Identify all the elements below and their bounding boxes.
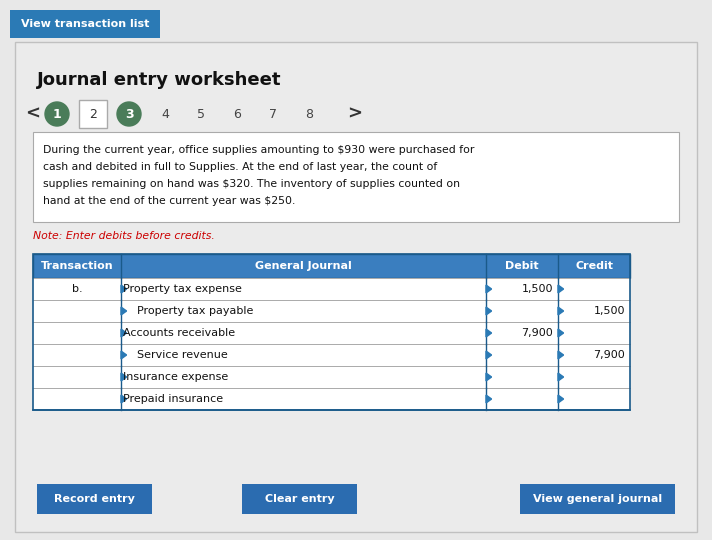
Bar <box>37 484 152 514</box>
Text: Journal entry worksheet: Journal entry worksheet <box>37 71 281 89</box>
Bar <box>520 484 675 514</box>
Text: Clear entry: Clear entry <box>265 494 335 504</box>
Polygon shape <box>121 285 127 293</box>
Bar <box>33 254 630 278</box>
Text: 1,500: 1,500 <box>594 306 625 316</box>
Polygon shape <box>121 307 127 315</box>
Text: >: > <box>347 105 362 123</box>
Text: Note: Enter debits before credits.: Note: Enter debits before credits. <box>33 231 215 241</box>
Polygon shape <box>121 395 127 403</box>
Text: cash and debited in full to Supplies. At the end of last year, the count of: cash and debited in full to Supplies. At… <box>43 162 437 172</box>
Text: Transaction: Transaction <box>41 261 113 271</box>
Text: Accounts receivable: Accounts receivable <box>123 328 235 338</box>
Polygon shape <box>558 395 564 403</box>
Text: Record entry: Record entry <box>54 494 135 504</box>
Text: b.: b. <box>72 284 83 294</box>
Text: 7,900: 7,900 <box>593 350 625 360</box>
Polygon shape <box>558 351 564 359</box>
Bar <box>79 100 107 128</box>
Polygon shape <box>486 351 491 359</box>
Text: Credit: Credit <box>575 261 613 271</box>
Text: Service revenue: Service revenue <box>137 350 228 360</box>
Text: 8: 8 <box>305 107 313 120</box>
Polygon shape <box>121 373 127 381</box>
Text: 5: 5 <box>197 107 205 120</box>
Polygon shape <box>486 395 491 403</box>
Text: Prepaid insurance: Prepaid insurance <box>123 394 223 404</box>
Bar <box>33 300 630 322</box>
Text: hand at the end of the current year was $250.: hand at the end of the current year was … <box>43 196 295 206</box>
Text: Property tax expense: Property tax expense <box>123 284 242 294</box>
Text: View general journal: View general journal <box>533 494 662 504</box>
Bar <box>33 254 630 410</box>
Text: 6: 6 <box>233 107 241 120</box>
Bar <box>33 132 679 222</box>
Circle shape <box>45 102 69 126</box>
Text: Property tax payable: Property tax payable <box>137 306 253 316</box>
Polygon shape <box>486 373 491 381</box>
Text: Debit: Debit <box>506 261 539 271</box>
Polygon shape <box>558 329 564 337</box>
Polygon shape <box>121 329 127 337</box>
Text: View transaction list: View transaction list <box>21 19 150 29</box>
Bar <box>33 388 630 410</box>
Polygon shape <box>486 329 491 337</box>
Bar <box>33 366 630 388</box>
Text: 1,500: 1,500 <box>521 284 553 294</box>
Text: 3: 3 <box>125 107 133 120</box>
Text: General Journal: General Journal <box>255 261 352 271</box>
Text: Insurance expense: Insurance expense <box>123 372 229 382</box>
Bar <box>242 484 357 514</box>
Text: 7: 7 <box>269 107 277 120</box>
Circle shape <box>117 102 141 126</box>
Polygon shape <box>558 373 564 381</box>
Polygon shape <box>558 307 564 315</box>
Text: 2: 2 <box>89 107 97 120</box>
Polygon shape <box>486 307 491 315</box>
Polygon shape <box>121 351 127 359</box>
Text: 1: 1 <box>53 107 61 120</box>
Text: 4: 4 <box>161 107 169 120</box>
Text: supplies remaining on hand was $320. The inventory of supplies counted on: supplies remaining on hand was $320. The… <box>43 179 460 189</box>
Polygon shape <box>486 285 491 293</box>
Bar <box>33 344 630 366</box>
Bar <box>33 322 630 344</box>
Polygon shape <box>558 285 564 293</box>
Text: <: < <box>26 105 41 123</box>
Text: 7,900: 7,900 <box>521 328 553 338</box>
Bar <box>33 278 630 300</box>
Bar <box>10 10 160 38</box>
Text: During the current year, office supplies amounting to $930 were purchased for: During the current year, office supplies… <box>43 145 474 155</box>
